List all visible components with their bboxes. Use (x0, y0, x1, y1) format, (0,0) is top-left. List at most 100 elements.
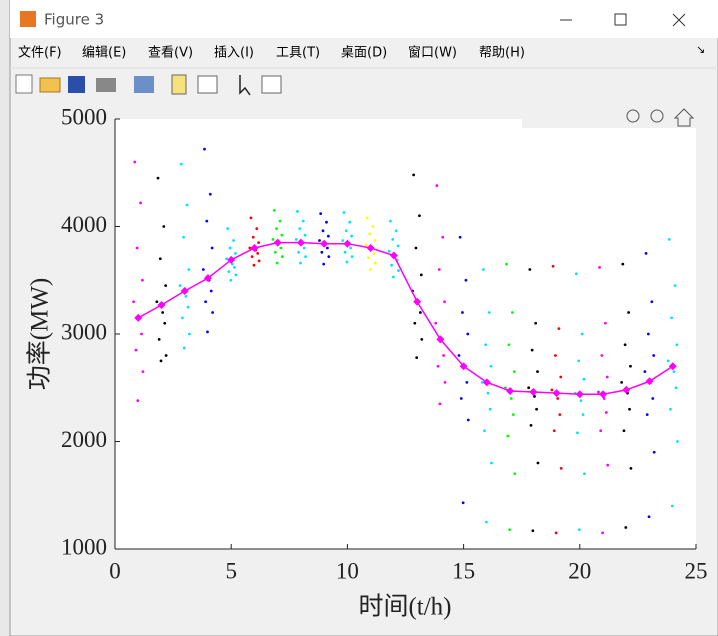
scatter-point (643, 370, 647, 374)
menu-item[interactable]: 工具(T) (276, 46, 320, 61)
scatter-point (559, 375, 563, 379)
scatter-point (533, 394, 536, 398)
scatter-point (530, 348, 534, 352)
scatter-point (304, 255, 307, 258)
scatter-point (461, 311, 464, 314)
menu-item[interactable]: 窗口(W) (408, 45, 457, 61)
scatter-point (321, 229, 325, 233)
scatter-point (551, 264, 555, 268)
scatter-point (392, 275, 395, 279)
plot-tools-icon[interactable] (261, 75, 282, 94)
scatter-point (348, 220, 352, 224)
y-tick-label: 5000 (61, 104, 107, 129)
new-icon[interactable] (15, 74, 33, 94)
app-icon (20, 11, 36, 27)
scatter-point (435, 184, 439, 188)
scatter-point (506, 434, 510, 438)
scatter-point (396, 244, 400, 248)
scatter-point (204, 300, 208, 304)
scatter-point (206, 330, 209, 334)
scatter-point (371, 225, 375, 228)
link-icon[interactable] (134, 76, 154, 93)
scatter-point (603, 321, 607, 325)
y-tick-label: 4000 (61, 212, 107, 237)
scatter-point (415, 356, 419, 360)
scatter-point (298, 227, 302, 231)
scatter-point (550, 388, 554, 392)
save-icon[interactable] (68, 76, 85, 93)
scatter-point (508, 528, 512, 532)
zoom-in-icon[interactable] (626, 109, 640, 123)
close-button[interactable] (672, 13, 686, 27)
maximize-button[interactable] (614, 13, 627, 26)
scatter-point (209, 289, 213, 293)
x-axis-label: 时间(t/h) (358, 593, 451, 621)
scatter-point (488, 407, 492, 411)
x-tick-label: 5 (225, 558, 237, 583)
scatter-point (226, 227, 230, 231)
home-icon[interactable] (673, 108, 695, 127)
scatter-point (301, 219, 305, 223)
mean-marker (134, 313, 143, 322)
scatter-point (296, 210, 299, 213)
scatter-point (606, 463, 610, 467)
mean-marker (320, 239, 329, 248)
scatter-point (674, 386, 678, 390)
scatter-point (579, 399, 583, 403)
x-tick-label: 0 (109, 558, 121, 583)
scatter-point (457, 354, 461, 357)
scatter-point (233, 251, 237, 255)
colorbar-icon[interactable] (171, 74, 187, 95)
scatter-point (527, 386, 531, 390)
scatter-point (182, 235, 185, 239)
scatter-point (155, 300, 159, 304)
title-bar (10, 0, 718, 38)
zoom-out-icon[interactable] (650, 109, 664, 123)
scatter-point (182, 346, 186, 350)
scatter-point (343, 250, 347, 254)
scatter-point (556, 397, 560, 400)
scatter-point (344, 229, 348, 233)
scatter-point (205, 219, 209, 223)
scatter-point (233, 265, 236, 269)
menu-item[interactable]: 编辑(E) (82, 46, 126, 61)
scatter-point (203, 147, 206, 151)
scatter-point (646, 332, 650, 336)
scatter-point (322, 262, 326, 266)
open-icon[interactable] (39, 77, 61, 93)
scatter-point (644, 251, 648, 255)
scatter-point (210, 246, 214, 250)
x-tick-label: 15 (452, 558, 475, 583)
scatter-point (318, 239, 321, 242)
pointer-icon[interactable] (239, 75, 251, 96)
scatter-point (669, 407, 672, 411)
scatter-point (132, 300, 135, 304)
scatter-point (273, 250, 277, 254)
scatter-point (230, 262, 234, 266)
scatter-point (582, 377, 586, 381)
mean-marker (436, 335, 445, 344)
scatter-point (443, 380, 447, 384)
menu-item[interactable]: 查看(V) (148, 45, 193, 61)
scatter-point (185, 203, 189, 207)
menu-arrow: ↘ (696, 43, 705, 56)
scatter-point (442, 354, 446, 357)
scatter-point (577, 359, 581, 363)
menu-item[interactable]: 帮助(H) (479, 46, 525, 61)
menu-item[interactable]: 插入(I) (214, 46, 254, 61)
scatter-point (574, 272, 578, 276)
scatter-point (256, 251, 260, 255)
scatter-point (534, 321, 538, 325)
mean-marker (482, 378, 491, 387)
scatter-point (294, 238, 298, 241)
scatter-point (489, 364, 493, 368)
legend-icon[interactable] (197, 75, 218, 94)
scatter-point (624, 526, 628, 529)
scatter-point (388, 219, 392, 223)
scatter-point (512, 370, 516, 374)
print-icon[interactable] (96, 78, 116, 92)
scatter-point (602, 397, 606, 400)
menu-item[interactable]: 桌面(D) (341, 46, 387, 61)
mean-marker (296, 238, 305, 247)
menu-item[interactable]: 文件(F) (18, 46, 62, 61)
